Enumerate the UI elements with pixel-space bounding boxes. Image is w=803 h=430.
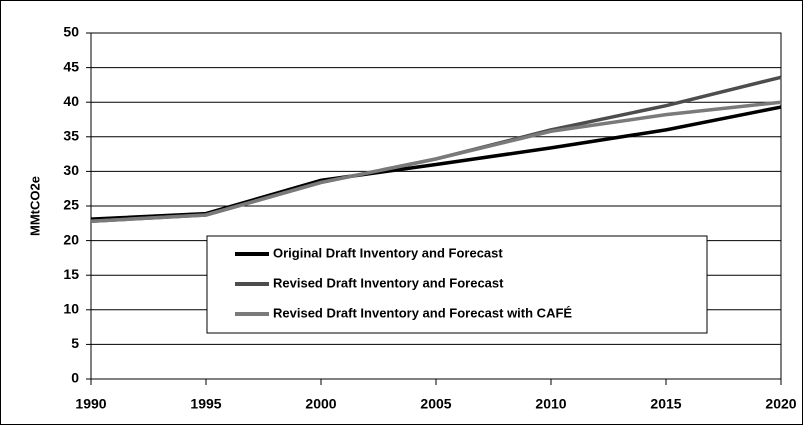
x-tick-label: 2015 [650, 396, 681, 412]
y-tick-label: 40 [63, 93, 79, 109]
legend-box [206, 235, 708, 334]
y-tick-label: 50 [63, 24, 79, 40]
legend-label: Revised Draft Inventory and Forecast wit… [273, 305, 572, 320]
y-tick-label: 30 [63, 162, 79, 178]
x-tick-label: 2005 [420, 396, 451, 412]
y-axis-label: MMtCO2e [27, 176, 42, 236]
y-tick-label: 10 [63, 301, 79, 317]
x-tick-label: 2010 [535, 396, 566, 412]
y-tick-label: 15 [63, 266, 79, 282]
y-tick-label: 25 [63, 197, 79, 213]
plot-border [90, 32, 782, 380]
y-tick-label: 35 [63, 128, 79, 144]
x-tick-label: 1990 [75, 396, 106, 412]
y-tick-label: 5 [71, 335, 79, 351]
y-tick-label: 45 [63, 58, 79, 74]
x-tick-label: 2020 [765, 396, 796, 412]
series-line [90, 100, 782, 223]
y-tick-label: 20 [63, 231, 79, 247]
legend-label: Original Draft Inventory and Forecast [273, 245, 503, 260]
x-tick-label: 1995 [190, 396, 221, 412]
y-tick-label: 0 [71, 370, 79, 386]
legend-label: Revised Draft Inventory and Forecast [273, 275, 504, 290]
x-tick-label: 2000 [305, 396, 336, 412]
